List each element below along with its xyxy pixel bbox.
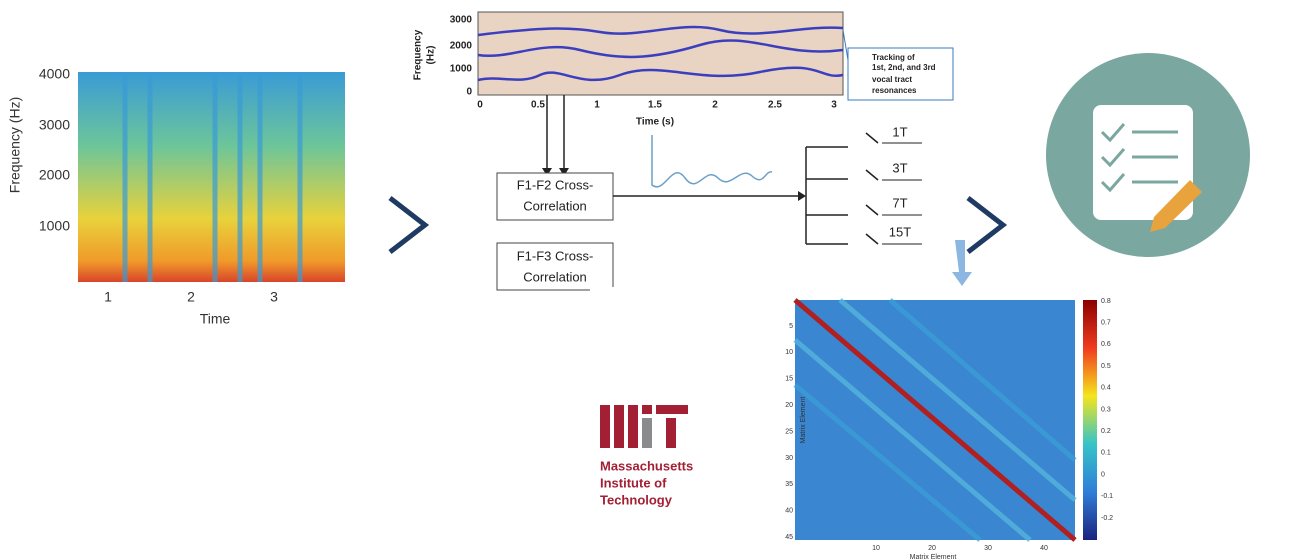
label: 3000 [450,15,473,26]
label: F1-F3 Cross- [517,248,594,263]
label: 2 [712,100,718,111]
damped-wave [651,135,773,188]
label: 1 [594,100,600,111]
down-arrow [952,240,972,286]
label: Institute of [600,475,667,490]
label: Frequency (Hz) [7,97,23,193]
label: -0.2 [1101,515,1113,522]
label: 2000 [39,167,70,183]
callout-box [847,47,954,101]
label: (Hz) [426,46,437,65]
label: 0.5 [531,100,545,111]
label: 1000 [450,64,473,75]
pencil [1150,180,1202,232]
delay-bracket [805,132,879,245]
label: -0.1 [1101,493,1113,500]
label: Frequency [413,29,424,80]
label: resonances [872,86,917,95]
label: 1000 [39,218,70,234]
label: 20 [928,545,936,552]
matrix-texture [793,298,1077,542]
label: 5 [789,323,793,330]
label: Technology [600,492,673,507]
label: 0.1 [1101,450,1111,457]
delay-underlines [882,142,922,245]
colorbar [1083,300,1097,540]
label: 40 [1040,545,1048,552]
label: 10 [872,545,880,552]
label: Matrix Element [800,397,807,444]
checklist-lines [1100,123,1178,193]
label: 1st, 2nd, and 3rd [872,63,936,72]
label: 30 [785,455,793,462]
box [496,242,614,291]
label: 1T [892,124,907,139]
label: 4000 [39,66,70,82]
label: F1-F2 Cross- [517,177,594,192]
label: 40 [785,508,793,515]
spectrogram-texture [122,72,303,282]
label: 2.5 [768,100,782,111]
callout-arrow [842,29,849,61]
label: 20 [785,402,793,409]
box [496,172,614,221]
label: 3000 [39,117,70,133]
label: 1 [104,289,112,305]
label: 0 [1101,471,1105,478]
label: 2 [187,289,195,305]
label: 15 [785,376,793,383]
label: vocal tract [872,75,912,84]
label: Tracking of [872,53,915,62]
label: Time [200,311,231,327]
arrowhead [559,168,569,176]
label: 7T [892,195,907,210]
label: 0.6 [1101,341,1111,348]
label: 0.3 [1101,406,1111,413]
label: 45 [785,534,793,541]
chevron [966,196,1008,254]
label: Correlation [523,198,587,213]
label: 0.7 [1101,320,1111,327]
label: Time (s) [636,117,674,128]
arrowhead [542,168,552,176]
label: 3 [270,289,278,305]
formant-plot-area [477,11,844,96]
label: Massachusetts [600,458,693,473]
chevron [388,196,430,254]
label: 0.2 [1101,428,1111,435]
label: 3 [831,100,837,111]
label: 0 [466,87,472,98]
label: 0.5 [1101,363,1111,370]
label: Matrix Element [910,554,957,560]
label: 3T [892,160,907,175]
label: 10 [785,349,793,356]
mit-logo [600,405,688,448]
label: 15T [889,224,911,239]
clipboard [1093,105,1193,220]
label: 1.5 [648,100,662,111]
label: 2000 [450,41,473,52]
arrowhead [798,191,806,201]
spectrogram-image [78,72,345,282]
label: 0 [477,100,483,111]
label: 0.4 [1101,385,1111,392]
label: 25 [785,428,793,435]
formant-tracks [477,25,844,82]
label: 0.8 [1101,298,1111,305]
label: Correlation [523,269,587,284]
label: 30 [984,545,992,552]
label: 35 [785,481,793,488]
